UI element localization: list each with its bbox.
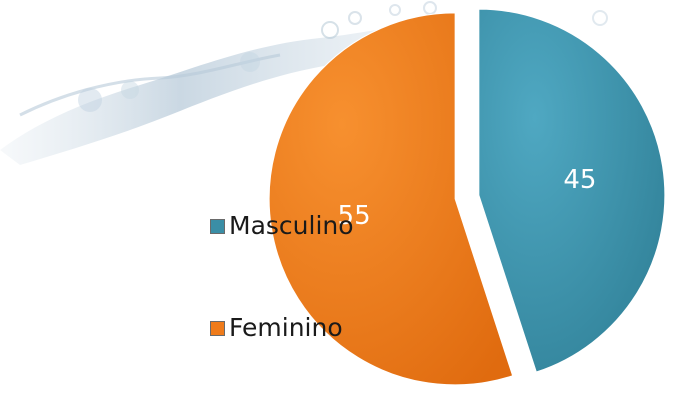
data-label-feminino: 55 bbox=[338, 201, 371, 231]
legend-item-masculino[interactable]: Masculino bbox=[210, 211, 354, 241]
legend-label: Feminino bbox=[229, 313, 343, 342]
pie-slice-feminino[interactable] bbox=[268, 12, 514, 386]
legend-label: Masculino bbox=[229, 211, 354, 240]
legend-swatch-feminino bbox=[210, 320, 225, 336]
legend-item-feminino[interactable]: Feminino bbox=[210, 313, 343, 343]
pie-slice-masculino[interactable] bbox=[478, 8, 666, 373]
legend-swatch-masculino bbox=[210, 218, 225, 234]
data-label-masculino: 45 bbox=[563, 165, 596, 195]
